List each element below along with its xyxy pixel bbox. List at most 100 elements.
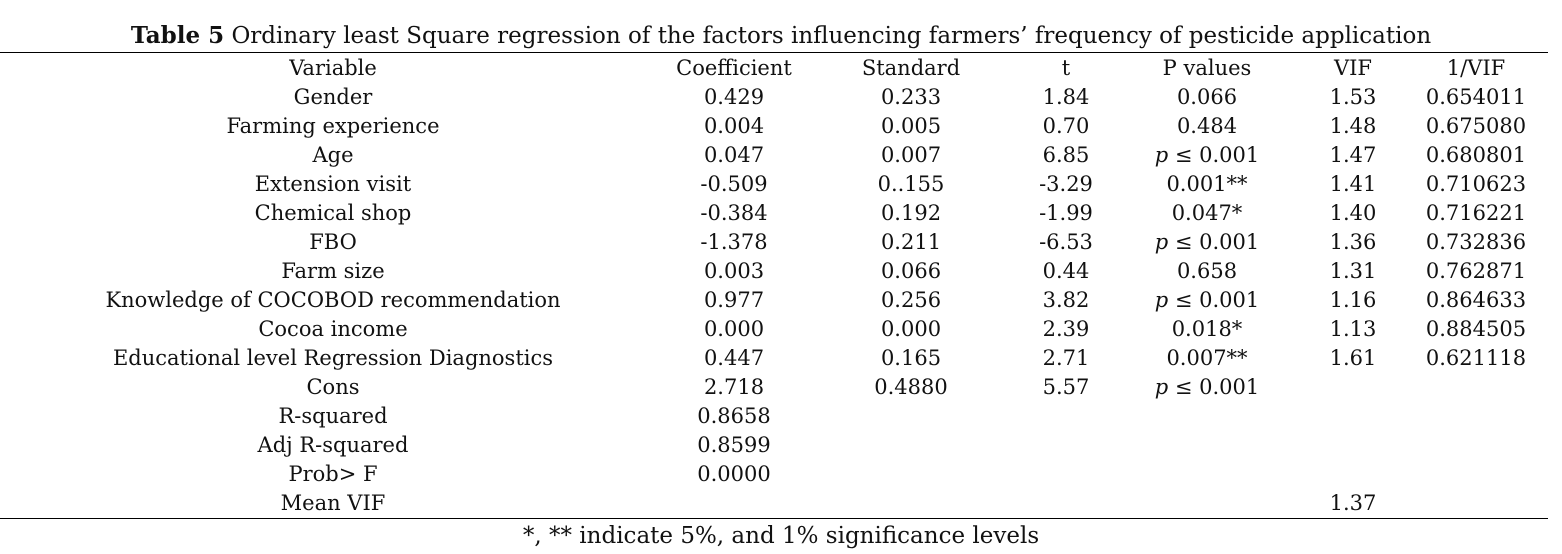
table-row: Extension visit -0.509 0..155 -3.29 0.001** 1… xyxy=(0,170,1548,199)
variable-cell: Cons xyxy=(306,375,360,399)
vif-cell: 1.37 xyxy=(1329,491,1377,515)
table-row: Mean VIF 1.37 xyxy=(0,489,1548,518)
header-row: Variable Coefficient Standard t P values… xyxy=(0,54,1548,83)
table-row: Knowledge of COCOBOD recommendation 0.977… xyxy=(0,286,1548,315)
coefficient-cell xyxy=(666,489,802,518)
coefficient-cell: 0.047 xyxy=(703,143,765,167)
standard-error-cell: 0.007 xyxy=(880,143,942,167)
inverse-vif-cell: 0.762871 xyxy=(1425,259,1527,283)
table-row: Educational level Regression Diagnostics… xyxy=(0,344,1548,373)
inverse-vif-cell: 0.675080 xyxy=(1425,114,1527,138)
vif-cell: 1.40 xyxy=(1329,201,1377,225)
table-row: Chemical shop -0.384 0.192 -1.99 0.047* 1.40 0… xyxy=(0,199,1548,228)
variable-cell: Farming experience xyxy=(226,114,440,138)
column-header: Standard xyxy=(861,56,961,80)
t-stat-cell xyxy=(1020,460,1112,489)
table-row: Gender 0.429 0.233 1.84 0.066 1.53 0.654011 xyxy=(0,83,1548,112)
p-symbol: p xyxy=(1154,288,1169,312)
inverse-vif-cell xyxy=(1404,373,1548,402)
p-value-cell: 0.001** xyxy=(1112,170,1302,199)
p-value-text: 0.001** xyxy=(1166,172,1248,196)
standard-error-cell: 0.256 xyxy=(880,288,942,312)
coefficient-cell: 0.8658 xyxy=(697,404,771,428)
variable-cell: Educational level Regression Diagnostics xyxy=(112,346,554,370)
column-header: t xyxy=(1061,56,1071,80)
vif-cell: 1.41 xyxy=(1329,172,1377,196)
inverse-vif-cell xyxy=(1404,402,1548,431)
vif-cell: 1.61 xyxy=(1329,346,1377,370)
vif-cell: 1.47 xyxy=(1329,143,1377,167)
coefficient-cell: 0.429 xyxy=(703,85,765,109)
p-symbol: p xyxy=(1154,143,1169,167)
standard-error-cell: 0.211 xyxy=(880,230,942,254)
inverse-vif-cell xyxy=(1404,460,1548,489)
coefficient-cell: 2.718 xyxy=(703,375,765,399)
p-value-cell xyxy=(1112,402,1302,431)
coefficient-cell: 0.004 xyxy=(703,114,765,138)
p-value-cell: 0.007** xyxy=(1112,344,1302,373)
regression-table: Variable Coefficient Standard t P values… xyxy=(0,54,1548,518)
table-row: Farming experience 0.004 0.005 0.70 0.484 1.4… xyxy=(0,112,1548,141)
inverse-vif-cell: 0.716221 xyxy=(1425,201,1527,225)
inverse-vif-cell: 0.884505 xyxy=(1425,317,1527,341)
column-header: Variable xyxy=(289,56,377,80)
p-value-cell xyxy=(1112,431,1302,460)
inverse-vif-cell: 0.654011 xyxy=(1425,85,1527,109)
inverse-vif-cell: 0.710623 xyxy=(1425,172,1527,196)
p-value-text: ≤ 0.001 xyxy=(1168,143,1260,167)
p-value-text: ≤ 0.001 xyxy=(1168,288,1260,312)
vif-cell xyxy=(1302,402,1404,431)
inverse-vif-cell: 0.621118 xyxy=(1425,346,1527,370)
table-footnote: *, ** indicate 5%, and 1% significance l… xyxy=(522,523,1040,549)
t-stat-cell: -1.99 xyxy=(1039,201,1093,225)
table-row: Age 0.047 0.007 6.85 p ≤ 0.001 1.47 0.680801 xyxy=(0,141,1548,170)
coefficient-cell: 0.0000 xyxy=(697,462,771,486)
inverse-vif-cell: 0.864633 xyxy=(1425,288,1527,312)
vif-cell: 1.16 xyxy=(1329,288,1377,312)
standard-error-cell: 0.066 xyxy=(880,259,942,283)
p-value-cell xyxy=(1112,460,1302,489)
column-header: 1/VIF xyxy=(1446,56,1506,80)
variable-cell: R-squared xyxy=(278,404,388,428)
table-row: Prob> F 0.0000 xyxy=(0,460,1548,489)
variable-cell: Cocoa income xyxy=(258,317,408,341)
coefficient-cell: -0.384 xyxy=(700,201,768,225)
vif-cell: 1.53 xyxy=(1329,85,1377,109)
variable-cell: Farm size xyxy=(281,259,385,283)
inverse-vif-cell xyxy=(1404,489,1548,518)
t-stat-cell: 2.39 xyxy=(1042,317,1090,341)
t-stat-cell: 3.82 xyxy=(1042,288,1090,312)
variable-cell: Extension visit xyxy=(254,172,412,196)
t-stat-cell xyxy=(1020,489,1112,518)
standard-error-cell xyxy=(802,460,1020,489)
table-row: R-squared 0.8658 xyxy=(0,402,1548,431)
table-caption: Table 5 Ordinary least Square regression… xyxy=(0,20,1562,52)
table-body: Gender 0.429 0.233 1.84 0.066 1.53 0.654011 Far… xyxy=(0,83,1548,518)
variable-cell: Chemical shop xyxy=(254,201,412,225)
t-stat-cell: -3.29 xyxy=(1039,172,1093,196)
standard-error-cell: 0.165 xyxy=(880,346,942,370)
vif-cell: 1.31 xyxy=(1329,259,1377,283)
coefficient-cell: -1.378 xyxy=(700,230,768,254)
variable-cell: Age xyxy=(312,143,354,167)
vif-cell: 1.48 xyxy=(1329,114,1377,138)
bottom-rule xyxy=(0,518,1548,519)
t-stat-cell: 0.44 xyxy=(1042,259,1090,283)
vif-cell: 1.13 xyxy=(1329,317,1377,341)
p-symbol: p xyxy=(1154,230,1169,254)
vif-cell xyxy=(1302,431,1404,460)
p-value-cell: 0.658 xyxy=(1112,257,1302,286)
p-value-text: 0.047* xyxy=(1171,201,1243,225)
variable-cell: FBO xyxy=(309,230,357,254)
vif-cell xyxy=(1302,373,1404,402)
p-value-text: 0.066 xyxy=(1176,85,1238,109)
p-value-cell: p ≤ 0.001 xyxy=(1112,141,1302,170)
t-stat-cell xyxy=(1020,402,1112,431)
t-stat-cell: 5.57 xyxy=(1042,375,1090,399)
standard-error-cell: 0.000 xyxy=(880,317,942,341)
p-value-text: 0.484 xyxy=(1176,114,1238,138)
variable-cell: Knowledge of COCOBOD recommendation xyxy=(105,288,561,312)
p-value-cell: p ≤ 0.001 xyxy=(1112,228,1302,257)
vif-cell: 1.36 xyxy=(1329,230,1377,254)
top-rule xyxy=(0,52,1548,53)
